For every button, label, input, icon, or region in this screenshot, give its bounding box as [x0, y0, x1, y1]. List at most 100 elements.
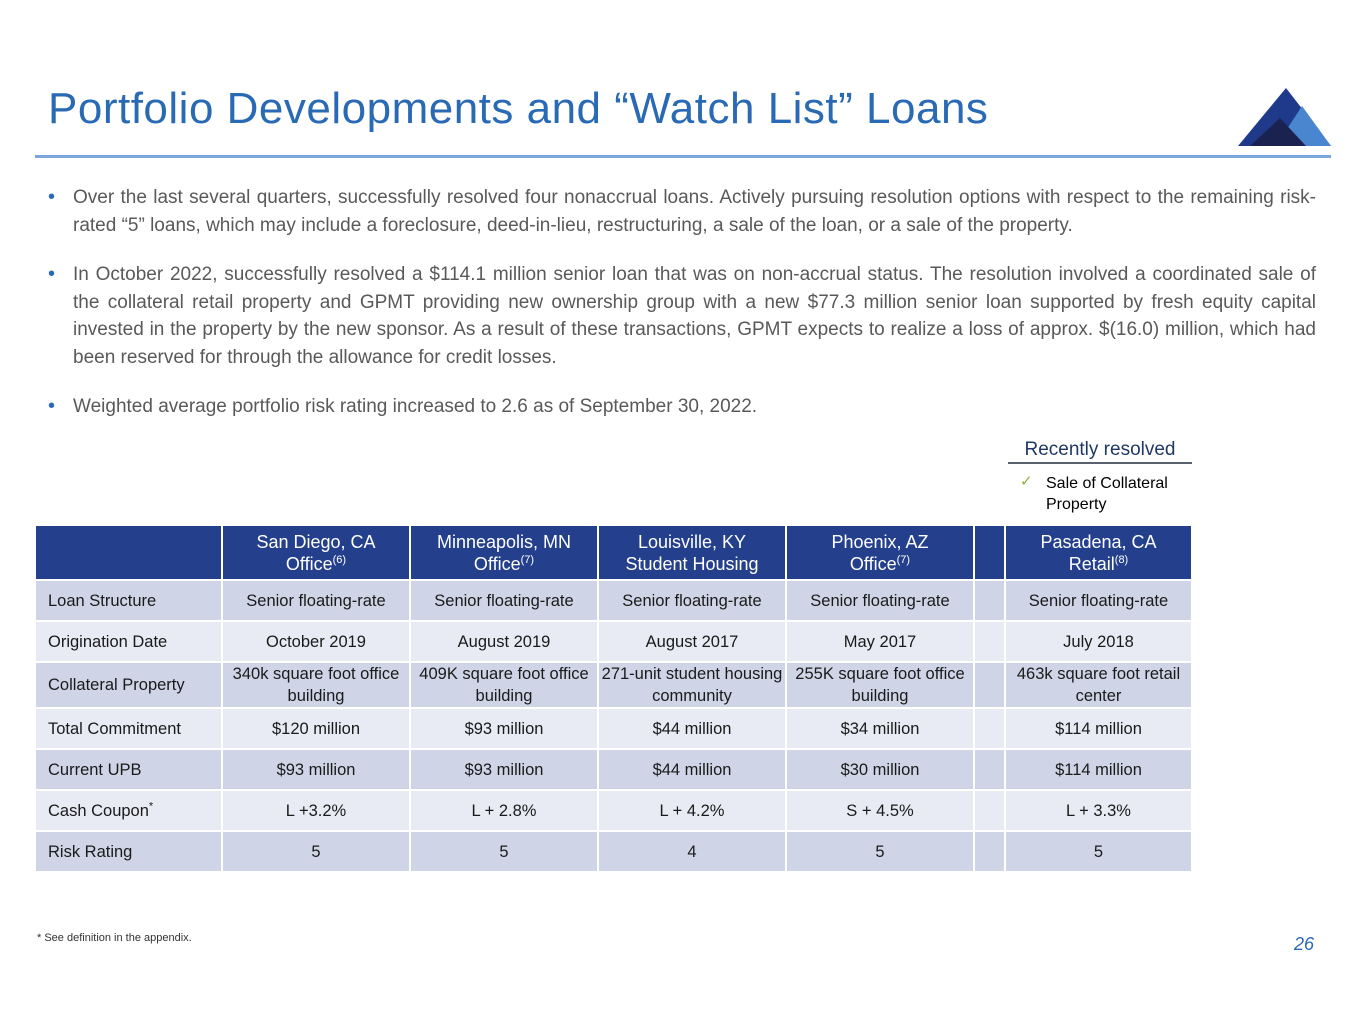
- table-cell: S + 4.5%: [785, 789, 975, 832]
- header-cell: Pasadena, CA Retail(8): [1004, 524, 1193, 581]
- table-cell: August 2017: [597, 620, 787, 663]
- check-icon: ✓: [1020, 473, 1033, 490]
- table-row: Origination Date October 2019 August 2019 A…: [34, 620, 1193, 663]
- column-note: (6): [332, 553, 347, 566]
- resolved-heading: Recently resolved: [1008, 439, 1192, 464]
- resolved-item: Sale of Collateral Property: [1046, 475, 1168, 513]
- table-cell: 5: [1004, 830, 1193, 873]
- table-row: Loan Structure Senior floating-rate Senior…: [34, 579, 1193, 622]
- column-type: Retail: [1068, 553, 1115, 574]
- column-type: Office: [285, 553, 333, 574]
- row-label-text: Current UPB: [48, 760, 142, 779]
- table-cell: Senior floating-rate: [221, 579, 411, 622]
- table-cell: August 2019: [409, 620, 599, 663]
- spacer-cell: [973, 620, 1006, 663]
- table-cell: $114 million: [1004, 707, 1193, 750]
- page-number: 26: [1294, 934, 1315, 954]
- table-cell: 340k square foot office building: [221, 661, 411, 709]
- title-rule: [35, 155, 1331, 158]
- column-type: Student Housing: [625, 553, 759, 574]
- spacer-cell: [973, 661, 1006, 709]
- table-cell: 4: [597, 830, 787, 873]
- table-cell: L + 2.8%: [409, 789, 599, 832]
- table-row: Collateral Property 340k square foot offi…: [34, 661, 1193, 709]
- row-label-text: Cash Coupon: [48, 801, 149, 820]
- table-cell: $34 million: [785, 707, 975, 750]
- row-label-text: Loan Structure: [48, 591, 157, 610]
- spacer-cell: [973, 579, 1006, 622]
- column-note: (8): [1114, 553, 1129, 566]
- bullet: Over the last several quarters, successf…: [48, 184, 1316, 239]
- table-cell: 5: [221, 830, 411, 873]
- title: Portfolio Developments and “Watch List” …: [48, 84, 989, 133]
- table-cell: $44 million: [597, 707, 787, 750]
- column-type: Office: [849, 553, 897, 574]
- row-note: *: [148, 800, 154, 812]
- column-location: Louisville, KY: [637, 531, 747, 552]
- spacer-cell: [973, 830, 1006, 873]
- column-location: Pasadena, CA: [1040, 531, 1157, 552]
- table-cell: Senior floating-rate: [1004, 579, 1193, 622]
- table-cell: 5: [785, 830, 975, 873]
- header-cell: [34, 524, 223, 581]
- table-cell: L + 3.3%: [1004, 789, 1193, 832]
- row-label-text: Collateral Property: [48, 676, 185, 694]
- row-label: Origination Date: [34, 620, 223, 663]
- loan-table: San Diego, CA Office(6) Minneapolis, MN Off…: [34, 524, 1193, 873]
- table-cell: $93 million: [409, 707, 599, 750]
- spacer-cell: [973, 748, 1006, 791]
- header-cell: Minneapolis, MN Office(7): [409, 524, 599, 581]
- row-label: Total Commitment: [34, 707, 223, 750]
- row-label: Cash Coupon*: [34, 789, 223, 832]
- table-cell: $93 million: [221, 748, 411, 791]
- table-cell: 255K square foot office building: [785, 661, 975, 709]
- table-cell: May 2017: [785, 620, 975, 663]
- header-cell: [973, 524, 1006, 581]
- bullet: In October 2022, successfully resolved a…: [48, 261, 1316, 371]
- table-cell: 409K square foot office building: [409, 661, 599, 709]
- table-cell: Senior floating-rate: [785, 579, 975, 622]
- spacer-cell: [973, 789, 1006, 832]
- table-cell: L +3.2%: [221, 789, 411, 832]
- table-cell: Senior floating-rate: [409, 579, 599, 622]
- row-label: Current UPB: [34, 748, 223, 791]
- table-row: Current UPB $93 million $93 million $44 mil…: [34, 748, 1193, 791]
- table-cell: 271-unit student housing community: [597, 661, 787, 709]
- column-location: San Diego, CA: [256, 531, 376, 552]
- header-cell: Louisville, KY Student Housing: [597, 524, 787, 581]
- table-row: Cash Coupon* L +3.2% L + 2.8% L + 4.2% S + 4…: [34, 789, 1193, 832]
- column-location: Minneapolis, MN: [436, 531, 572, 552]
- column-location: Phoenix, AZ: [831, 531, 929, 552]
- row-label: Collateral Property: [34, 661, 223, 709]
- table-cell: July 2018: [1004, 620, 1193, 663]
- table-cell: $114 million: [1004, 748, 1193, 791]
- table-row: Total Commitment $120 million $93 million $…: [34, 707, 1193, 750]
- table-row: Risk Rating 5 5 4 5 5: [34, 830, 1193, 873]
- header-cell: Phoenix, AZ Office(7): [785, 524, 975, 581]
- bullet-list: Over the last several quarters, successf…: [48, 184, 1316, 443]
- table-cell: L + 4.2%: [597, 789, 787, 832]
- row-label-text: Total Commitment: [48, 719, 181, 738]
- column-type: Office: [473, 553, 521, 574]
- table-cell: $93 million: [409, 748, 599, 791]
- table-cell: 463k square foot retail center: [1004, 661, 1193, 709]
- header-cell: San Diego, CA Office(6): [221, 524, 411, 581]
- table-cell: Senior floating-rate: [597, 579, 787, 622]
- logo: [1238, 88, 1331, 146]
- row-label: Risk Rating: [34, 830, 223, 873]
- row-label-text: Risk Rating: [48, 842, 133, 861]
- table-cell: $120 million: [221, 707, 411, 750]
- footnote: * See definition in the appendix.: [37, 932, 192, 944]
- table-cell: $44 million: [597, 748, 787, 791]
- column-note: (7): [520, 553, 535, 566]
- row-label: Loan Structure: [34, 579, 223, 622]
- table-cell: October 2019: [221, 620, 411, 663]
- header-row: San Diego, CA Office(6) Minneapolis, MN Off…: [34, 524, 1193, 581]
- row-label-text: Origination Date: [48, 632, 168, 651]
- spacer-cell: [973, 707, 1006, 750]
- table-cell: 5: [409, 830, 599, 873]
- table-cell: $30 million: [785, 748, 975, 791]
- bullet: Weighted average portfolio risk rating i…: [48, 393, 1316, 421]
- column-note: (7): [896, 553, 911, 566]
